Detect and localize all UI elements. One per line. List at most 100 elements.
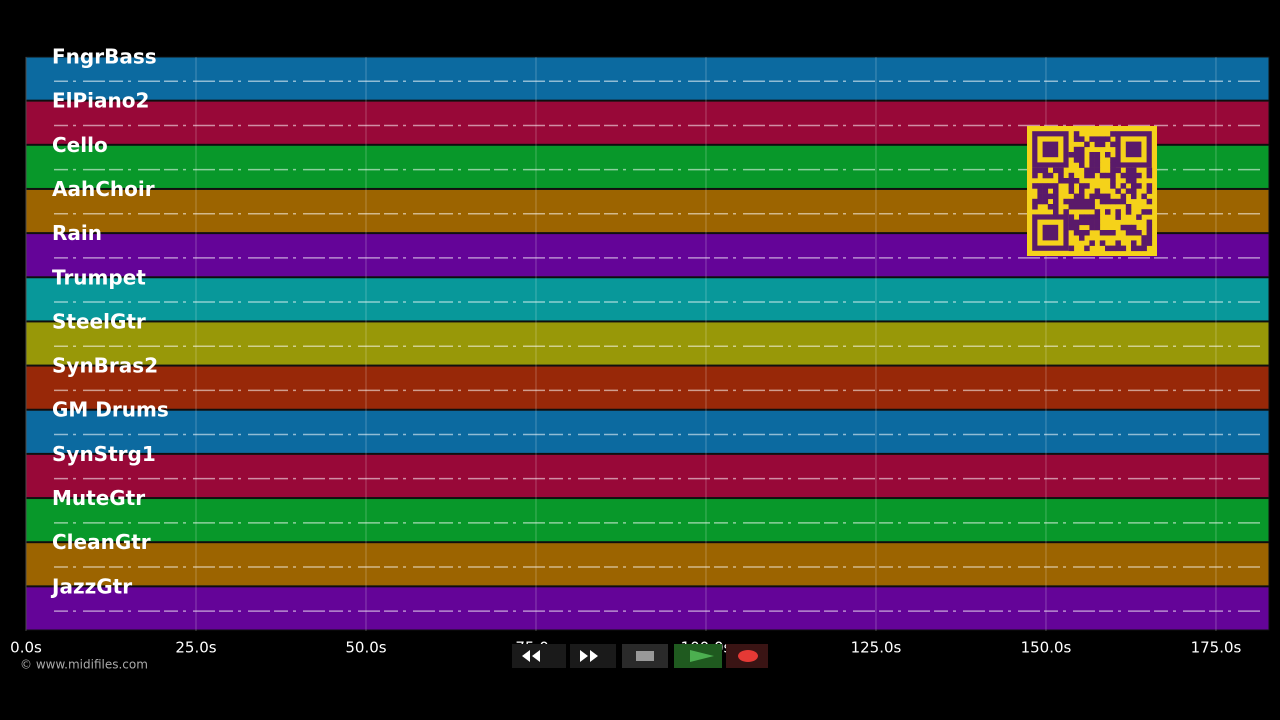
track-name: GM Drums — [52, 398, 169, 422]
qr-module — [1125, 224, 1132, 231]
qr-module — [1079, 162, 1085, 168]
qr-module — [1089, 167, 1095, 174]
track-name: Rain — [52, 221, 102, 245]
qr-module — [1079, 188, 1085, 194]
qr-module — [1073, 204, 1080, 210]
track-lane — [25, 542, 1270, 587]
qr-module — [1136, 172, 1142, 179]
qr-module — [1105, 172, 1111, 179]
qr-module — [1042, 188, 1049, 194]
qr-module — [1032, 183, 1038, 189]
qr-module — [1053, 198, 1059, 205]
qr-module — [1084, 230, 1090, 236]
qr-finder — [1032, 131, 1069, 168]
qr-module — [1079, 146, 1085, 153]
qr-module — [1105, 245, 1111, 252]
qr-module — [1042, 167, 1049, 174]
qr-module — [1089, 172, 1095, 179]
qr-module — [1115, 209, 1121, 215]
track-lane — [25, 56, 1270, 101]
qr-module — [1079, 235, 1085, 241]
track-lane — [25, 409, 1270, 454]
qr-module — [1094, 193, 1101, 200]
qr-module — [1073, 219, 1080, 226]
qr-module — [1120, 183, 1127, 189]
qr-module — [1084, 198, 1090, 205]
qr-module — [1136, 183, 1142, 189]
qr-finder-core — [1042, 224, 1059, 241]
qr-module — [1115, 240, 1121, 246]
qr-module — [1058, 172, 1064, 179]
qr-module — [1110, 198, 1116, 205]
x-tick-label: 0.0s — [10, 639, 42, 657]
qr-module — [1120, 224, 1127, 231]
qr-module — [1073, 157, 1080, 163]
qr-module — [1120, 245, 1127, 252]
qr-module — [1125, 167, 1132, 174]
x-tick-label: 50.0s — [345, 639, 386, 657]
track-lane — [25, 586, 1270, 631]
qr-module — [1073, 146, 1080, 153]
qr-module — [1042, 198, 1049, 205]
qr-module — [1032, 198, 1038, 205]
qr-module — [1099, 141, 1106, 148]
qr-module — [1146, 230, 1153, 236]
qr-finder — [1115, 131, 1152, 168]
track-lane — [25, 498, 1270, 543]
qr-module — [1063, 178, 1069, 184]
qr-module — [1068, 188, 1075, 194]
qr-module — [1105, 152, 1111, 158]
qr-module — [1094, 188, 1101, 194]
qr-module — [1099, 172, 1106, 179]
qr-module — [1146, 219, 1153, 226]
qr-finder — [1032, 214, 1069, 251]
qr-module — [1079, 136, 1085, 142]
qr-module — [1089, 224, 1095, 231]
qr-module — [1110, 172, 1116, 179]
track-name: CleanGtr — [52, 530, 151, 554]
qr-module — [1131, 188, 1137, 194]
qr-module — [1146, 235, 1153, 241]
qr-module — [1110, 230, 1116, 236]
qr-module — [1084, 204, 1090, 210]
qr-module — [1141, 240, 1147, 246]
qr-module — [1094, 141, 1101, 148]
qr-module — [1063, 209, 1069, 215]
qr-module — [1073, 230, 1080, 236]
qr-module — [1079, 183, 1085, 189]
track-name: SynStrg1 — [52, 442, 156, 466]
play-icon — [690, 650, 714, 662]
qr-module — [1146, 172, 1153, 179]
track-name: Trumpet — [52, 265, 146, 289]
qr-module — [1089, 157, 1095, 163]
qr-module — [1068, 219, 1075, 226]
qr-module — [1089, 198, 1095, 205]
qr-module — [1089, 152, 1095, 158]
qr-module — [1047, 193, 1054, 200]
qr-module — [1079, 204, 1085, 210]
qr-module — [1068, 152, 1075, 158]
qr-module — [1068, 198, 1075, 205]
qr-module — [1079, 230, 1085, 236]
qr-module — [1110, 157, 1116, 163]
qr-module — [1094, 157, 1101, 163]
qr-module — [1125, 178, 1132, 184]
lanes — [25, 56, 1270, 631]
qr-module — [1084, 172, 1090, 179]
qr-module — [1125, 188, 1132, 194]
qr-module — [1131, 183, 1137, 189]
qr-module — [1053, 204, 1059, 210]
qr-module — [1094, 167, 1101, 174]
qr-module — [1110, 245, 1116, 252]
qr-module — [1105, 193, 1111, 200]
track-name: AahChoir — [52, 177, 155, 201]
qr-module — [1037, 167, 1043, 174]
qr-module — [1089, 214, 1095, 220]
qr-module — [1053, 193, 1059, 200]
qr-module — [1105, 230, 1111, 236]
qr-module — [1037, 188, 1043, 194]
labels: FngrBass ElPiano2 Cello AahChoir Rain Trumpet… — [10, 45, 1241, 657]
track-lane — [25, 365, 1270, 410]
qr-module — [1047, 183, 1054, 189]
